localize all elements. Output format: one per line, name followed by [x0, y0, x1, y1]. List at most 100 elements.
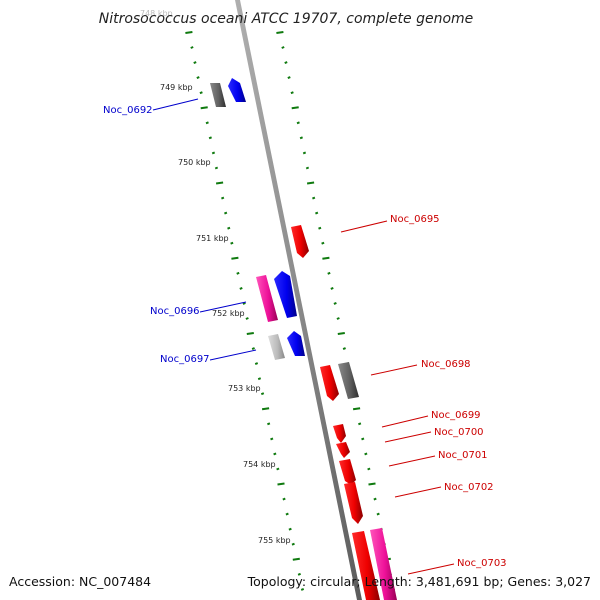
scale-tick [215, 181, 224, 185]
scale-tick [361, 437, 365, 441]
scale-tick [287, 76, 291, 80]
kbp-label: 752 kbp [212, 309, 245, 318]
scale-tick [368, 482, 376, 486]
scale-tick [205, 121, 209, 125]
gene-arrow[interactable] [336, 442, 350, 458]
scale-tick [291, 542, 295, 546]
scale-tick [251, 347, 255, 351]
kbp-label: 750 kbp [178, 158, 211, 167]
gene-label-noc-0698[interactable]: Noc_0698 [421, 359, 471, 370]
scale-tick [373, 497, 377, 501]
scale-tick [190, 46, 194, 49]
gene-arrow[interactable] [320, 365, 339, 401]
label-leader [370, 364, 418, 376]
scale-tick [352, 407, 361, 411]
scale-tick [239, 286, 243, 290]
gene-arrow[interactable] [256, 275, 278, 322]
scale-tick [193, 61, 197, 65]
scale-tick [245, 317, 249, 320]
scale-tick [330, 286, 334, 290]
gene-arrow[interactable] [370, 528, 397, 600]
scale-tick [290, 91, 294, 95]
map-title: Nitrosococcus oceani ATCC 19707, complet… [99, 11, 474, 27]
gene-label-noc-0702[interactable]: Noc_0702 [444, 482, 494, 493]
scale-tick [302, 151, 307, 155]
scale-tick [291, 106, 299, 110]
gene-label-noc-0699[interactable]: Noc_0699 [431, 410, 481, 421]
gene-arrow[interactable] [274, 271, 297, 318]
gene-label-noc-0695[interactable]: Noc_0695 [390, 214, 440, 225]
kbp-label: 753 kbp [228, 384, 261, 393]
scale-tick [276, 31, 284, 34]
scale-tick [300, 587, 305, 591]
scale-tick [230, 241, 234, 245]
label-leaders [152, 98, 455, 575]
gene-arrow[interactable] [344, 482, 363, 524]
scale-tick [236, 271, 240, 275]
gene-arrow[interactable] [338, 362, 359, 399]
gene-arrow[interactable] [228, 78, 246, 102]
scale-tick [185, 31, 193, 34]
scale-tick [333, 301, 337, 305]
gene-arrow[interactable] [352, 531, 380, 600]
kbp-label: 754 kbp [243, 460, 276, 469]
scale-tick [276, 467, 280, 471]
scale-tick [358, 422, 362, 426]
scale-tick [292, 557, 300, 561]
scale-tick [321, 241, 325, 245]
scale-tick [199, 91, 203, 95]
scale-tick [254, 362, 259, 366]
scale-tick [214, 166, 219, 170]
scale-tick [306, 181, 315, 185]
scale-tick [281, 46, 285, 49]
scale-tick [376, 512, 380, 516]
label-leader [340, 220, 388, 233]
label-leader [381, 415, 429, 428]
scale-tick [297, 572, 301, 576]
gene-arrow[interactable] [287, 331, 305, 356]
gene-label-noc-0696[interactable]: Noc_0696 [150, 306, 200, 317]
scale-tick [318, 226, 322, 230]
scale-tick [200, 106, 208, 110]
gene-label-noc-0692[interactable]: Noc_0692 [103, 105, 153, 116]
scale-tick [322, 256, 330, 260]
gene-arrow[interactable] [268, 334, 285, 360]
scale-tick [221, 196, 225, 200]
scale-tick [312, 196, 316, 200]
gene-label-noc-0703[interactable]: Noc_0703 [457, 558, 507, 569]
scale-tick [285, 512, 289, 516]
kbp-labels: 748 kbp 749 kbp 750 kbp 751 kbp 752 kbp … [140, 9, 291, 545]
label-leader [384, 431, 432, 443]
kbp-label: 749 kbp [160, 83, 193, 92]
scale-tick [296, 121, 300, 125]
scale-tick [273, 452, 277, 456]
scale-tick [270, 437, 274, 441]
accession-text: Accession: NC_007484 [9, 574, 151, 589]
scale-tick [367, 467, 371, 471]
scale-tick [336, 317, 340, 320]
scale-tick [246, 332, 254, 335]
scale-tick [315, 211, 319, 215]
scale-tick [277, 482, 285, 486]
scale-tick [327, 271, 331, 275]
gene-arrow[interactable] [210, 83, 226, 107]
scale-tick [364, 452, 368, 456]
gene-arrow[interactable] [333, 424, 346, 443]
gene-label-noc-0700[interactable]: Noc_0700 [434, 427, 484, 438]
scale-tick [342, 347, 346, 351]
gene-label-noc-0701[interactable]: Noc_0701 [438, 450, 488, 461]
scale-tick [211, 151, 216, 155]
gene-arrow[interactable] [291, 225, 309, 258]
scale-tick [231, 256, 239, 260]
label-leader [152, 98, 199, 111]
scale-tick [267, 422, 271, 426]
kbp-label: 751 kbp [196, 234, 229, 243]
genome-backbone [235, 0, 362, 600]
scale-tick [299, 136, 303, 140]
scale-tick [284, 61, 288, 65]
gene-label-noc-0697[interactable]: Noc_0697 [160, 354, 210, 365]
scale-tick [208, 136, 212, 140]
label-leader [388, 455, 436, 467]
gene-arrow[interactable] [339, 459, 356, 485]
